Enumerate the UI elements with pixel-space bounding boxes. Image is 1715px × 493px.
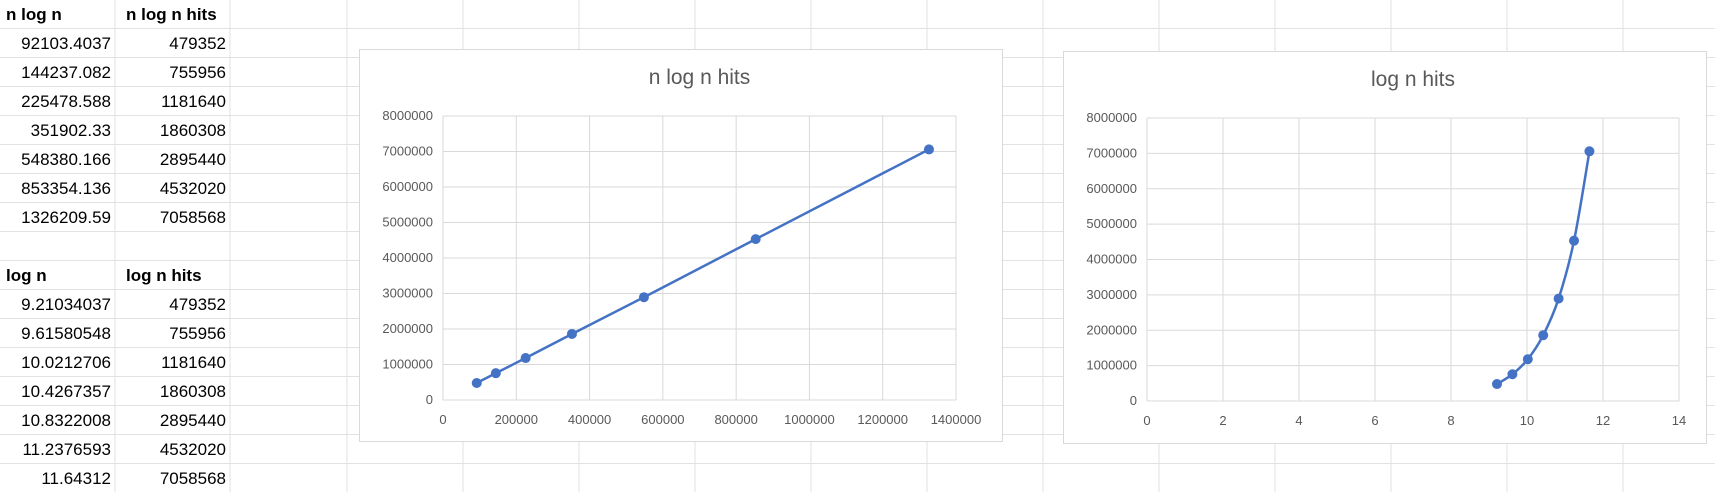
- table-cell[interactable]: 2895440: [159, 150, 226, 169]
- y-tick-label: 4000000: [1086, 252, 1137, 267]
- table-cell[interactable]: 7058568: [159, 208, 226, 227]
- table-cell[interactable]: 479352: [169, 295, 226, 314]
- x-tick-label: 1000000: [784, 412, 835, 427]
- data-point[interactable]: [1491, 379, 1502, 390]
- y-tick-label: 5000000: [382, 215, 433, 230]
- chart-svg: log n hits 0 1000000 2000000 3000000 4000000 5…: [1086, 68, 1686, 428]
- y-tick-label: 3000000: [382, 286, 433, 301]
- table-cell[interactable]: 10.0212706: [21, 353, 111, 372]
- table-cell[interactable]: 4532020: [159, 440, 226, 459]
- table-cell[interactable]: 92103.4037: [21, 34, 111, 53]
- data-point[interactable]: [520, 353, 531, 364]
- table-cell[interactable]: 755956: [169, 324, 226, 343]
- chart-n-log-n-hits[interactable]: n log n hits 0 1000000 2000000 3000000 400000…: [359, 49, 1003, 442]
- table-cell[interactable]: 9.21034037: [21, 295, 111, 314]
- table-cell[interactable]: 2895440: [159, 411, 226, 430]
- table-cell[interactable]: 11.2376593: [22, 440, 111, 459]
- table-cell[interactable]: 1860308: [159, 382, 226, 401]
- table-cell[interactable]: 853354.136: [21, 179, 111, 198]
- x-tick-label: 10: [1520, 413, 1534, 428]
- x-tick-label: 6: [1371, 413, 1378, 428]
- series-line: [1496, 151, 1591, 386]
- data-point[interactable]: [1569, 235, 1580, 246]
- gridlines: [442, 115, 957, 401]
- x-tick-label: 600000: [641, 412, 684, 427]
- x-tick-label: 200000: [495, 412, 538, 427]
- table-cell[interactable]: 10.8322008: [21, 411, 111, 430]
- data-point[interactable]: [566, 328, 577, 339]
- y-tick-label: 0: [426, 392, 433, 407]
- header-cell[interactable]: n log n hits: [126, 5, 217, 24]
- x-tick-label: 800000: [714, 412, 757, 427]
- data-point[interactable]: [1522, 354, 1533, 365]
- chart-title: log n hits: [1371, 68, 1455, 91]
- table-cell[interactable]: 9.61580548: [21, 324, 111, 343]
- table-cell[interactable]: 10.4267357: [21, 382, 111, 401]
- data-point[interactable]: [1538, 330, 1549, 341]
- table-cell[interactable]: 755956: [169, 63, 226, 82]
- gridlines: [1146, 117, 1680, 402]
- chart-log-n-hits[interactable]: log n hits 0 1000000 2000000 3000000 4000000 5…: [1063, 51, 1707, 444]
- y-tick-label: 1000000: [1086, 358, 1137, 373]
- y-tick-label: 6000000: [1086, 181, 1137, 196]
- x-tick-label: 1400000: [931, 412, 982, 427]
- x-tick-label: 400000: [568, 412, 611, 427]
- table-cell[interactable]: 225478.588: [21, 92, 111, 111]
- data-point[interactable]: [750, 234, 761, 245]
- x-tick-label: 4: [1295, 413, 1302, 428]
- table-cell[interactable]: 4532020: [159, 179, 226, 198]
- table-cell[interactable]: 351902.33: [30, 121, 111, 140]
- header-cell[interactable]: log n hits: [126, 266, 202, 285]
- table-cell[interactable]: 479352: [169, 34, 226, 53]
- y-tick-label: 8000000: [382, 108, 433, 123]
- x-tick-label: 8: [1447, 413, 1454, 428]
- x-tick-label: 1200000: [857, 412, 908, 427]
- y-tick-label: 6000000: [382, 179, 433, 194]
- data-point[interactable]: [1584, 146, 1595, 157]
- table-cell[interactable]: 144237.082: [21, 63, 111, 82]
- table-cell[interactable]: 1181640: [161, 353, 226, 372]
- table-cell[interactable]: 1860308: [159, 121, 226, 140]
- series-line: [476, 148, 930, 385]
- table-cell[interactable]: 11.64312: [41, 469, 111, 488]
- table-cell[interactable]: 1326209.59: [21, 208, 111, 227]
- table-cell[interactable]: 1181640: [161, 92, 226, 111]
- header-cell[interactable]: n log n: [6, 5, 62, 24]
- data-point[interactable]: [1553, 293, 1564, 304]
- x-tick-label: 0: [1143, 413, 1150, 428]
- x-tick-label: 0: [439, 412, 446, 427]
- y-tick-label: 7000000: [382, 144, 433, 159]
- y-tick-label: 8000000: [1086, 110, 1137, 125]
- data-point[interactable]: [923, 144, 934, 155]
- x-tick-label: 14: [1672, 413, 1686, 428]
- data-point[interactable]: [490, 368, 501, 379]
- data-point[interactable]: [471, 377, 482, 388]
- chart-title: n log n hits: [649, 66, 751, 89]
- y-tick-label: 5000000: [1086, 216, 1137, 231]
- chart-svg: n log n hits0100000020000003000000400000…: [382, 66, 982, 427]
- y-tick-label: 7000000: [1086, 145, 1137, 160]
- header-cell[interactable]: log n: [6, 266, 47, 285]
- y-tick-label: 4000000: [382, 250, 433, 265]
- y-tick-label: 1000000: [382, 357, 433, 372]
- y-tick-label: 0: [1130, 393, 1137, 408]
- table-cell[interactable]: 548380.166: [21, 150, 111, 169]
- data-point[interactable]: [1507, 369, 1518, 380]
- x-tick-label: 2: [1219, 413, 1226, 428]
- x-tick-label: 12: [1596, 413, 1610, 428]
- y-tick-label: 3000000: [1086, 287, 1137, 302]
- data-point[interactable]: [638, 292, 649, 303]
- table-cell[interactable]: 7058568: [159, 469, 226, 488]
- y-tick-label: 2000000: [382, 321, 433, 336]
- y-tick-label: 2000000: [1086, 322, 1137, 337]
